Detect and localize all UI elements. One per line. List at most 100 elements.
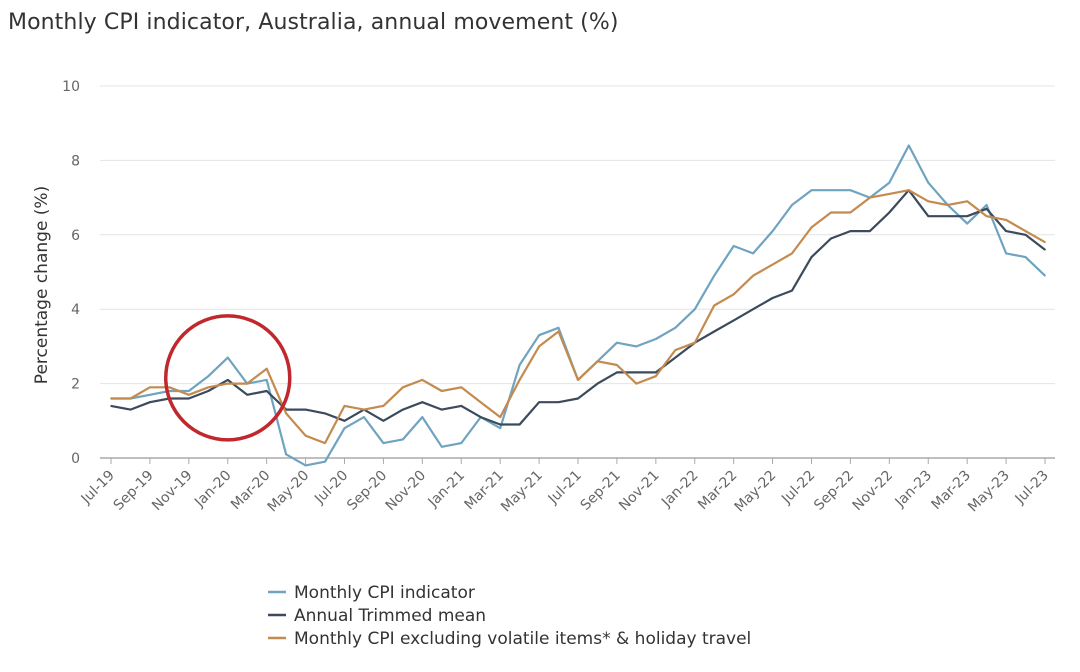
data-point: [946, 215, 949, 217]
data-point: [674, 327, 677, 329]
data-point: [732, 245, 735, 247]
data-point: [927, 181, 930, 184]
data-point: [752, 252, 754, 255]
x-tick-label: Sep-20: [344, 468, 390, 514]
data-point: [557, 401, 560, 404]
x-tick-label: Sep-21: [578, 468, 624, 514]
data-point: [674, 356, 677, 359]
data-point: [732, 319, 735, 322]
data-point: [440, 446, 443, 448]
y-tick-label: 10: [62, 79, 80, 95]
data-point: [168, 386, 171, 389]
data-point: [616, 364, 618, 366]
data-point: [207, 386, 210, 389]
data-point: [149, 393, 151, 396]
highlight-circle: [164, 314, 292, 442]
data-point: [869, 196, 871, 199]
data-point: [693, 308, 696, 311]
data-point: [304, 408, 307, 411]
data-point: [402, 438, 404, 441]
y-tick-label: 0: [71, 451, 80, 467]
x-tick-label: Nov-22: [850, 468, 897, 515]
data-point: [1005, 219, 1007, 221]
data-point: [265, 367, 268, 370]
data-point: [538, 345, 540, 348]
data-point: [363, 408, 365, 411]
y-tick-label: 8: [71, 153, 80, 169]
data-point: [460, 442, 463, 444]
data-point: [479, 416, 482, 418]
data-point: [752, 308, 754, 311]
data-point: [226, 356, 229, 359]
data-point: [149, 401, 151, 404]
data-point: [888, 193, 891, 195]
data-point: [440, 408, 443, 411]
x-tick-label: May-23: [965, 468, 1013, 516]
data-point: [655, 338, 657, 340]
data-point: [129, 397, 132, 400]
data-point: [810, 256, 813, 258]
grid-lines: [100, 85, 1055, 459]
data-point: [927, 215, 930, 217]
data-point: [966, 200, 968, 203]
data-point: [324, 460, 326, 463]
y-tick-label: 2: [71, 377, 80, 393]
data-point: [791, 252, 793, 255]
data-point: [499, 416, 501, 418]
data-point: [382, 420, 385, 422]
data-point: [985, 207, 988, 210]
data-point: [518, 379, 521, 381]
data-point: [207, 375, 210, 377]
data-point: [596, 382, 599, 385]
data-point: [110, 397, 112, 400]
data-point: [1005, 252, 1007, 255]
data-point: [1044, 274, 1046, 277]
data-point: [110, 405, 112, 407]
data-point: [324, 442, 326, 444]
x-tick-label: Jan-20: [191, 468, 234, 511]
data-point: [343, 420, 346, 422]
data-point: [265, 379, 268, 381]
x-tick-label: May-20: [265, 468, 313, 516]
data-point: [324, 412, 326, 415]
legend: Monthly CPI indicator Annual Trimmed mean…: [268, 583, 751, 649]
data-point: [188, 397, 190, 400]
data-point: [888, 211, 891, 214]
data-point: [888, 181, 891, 184]
x-tick-label: Nov-19: [149, 468, 196, 515]
data-point: [849, 211, 852, 214]
data-point: [343, 405, 346, 407]
y-tick-label: 4: [71, 302, 80, 318]
data-point: [1044, 248, 1046, 251]
data-point: [791, 289, 793, 292]
data-point: [343, 427, 346, 430]
data-point: [285, 453, 287, 456]
legend-label: Monthly CPI indicator: [294, 583, 475, 603]
data-point: [713, 274, 716, 277]
data-point: [518, 364, 521, 366]
data-point: [188, 390, 190, 392]
data-point: [674, 349, 677, 351]
data-point: [149, 386, 151, 389]
data-point: [518, 423, 521, 426]
data-point: [499, 427, 501, 430]
annotation: [164, 314, 292, 442]
series-group: [110, 189, 1046, 445]
data-point: [810, 189, 813, 191]
data-point: [207, 390, 210, 392]
series-group: [110, 189, 1046, 426]
data-point: [226, 379, 229, 381]
data-point: [927, 200, 930, 203]
x-tick-label: May-22: [732, 468, 780, 516]
data-point: [499, 423, 501, 426]
data-point: [1005, 230, 1007, 232]
data-point: [577, 397, 579, 400]
data-point: [577, 379, 579, 381]
data-point: [1024, 234, 1027, 236]
data-point: [635, 371, 638, 374]
y-tick-label: 6: [71, 228, 80, 244]
data-point: [732, 293, 735, 296]
x-tick-label: May-21: [498, 468, 546, 516]
data-point: [849, 230, 852, 232]
data-point: [616, 341, 618, 344]
